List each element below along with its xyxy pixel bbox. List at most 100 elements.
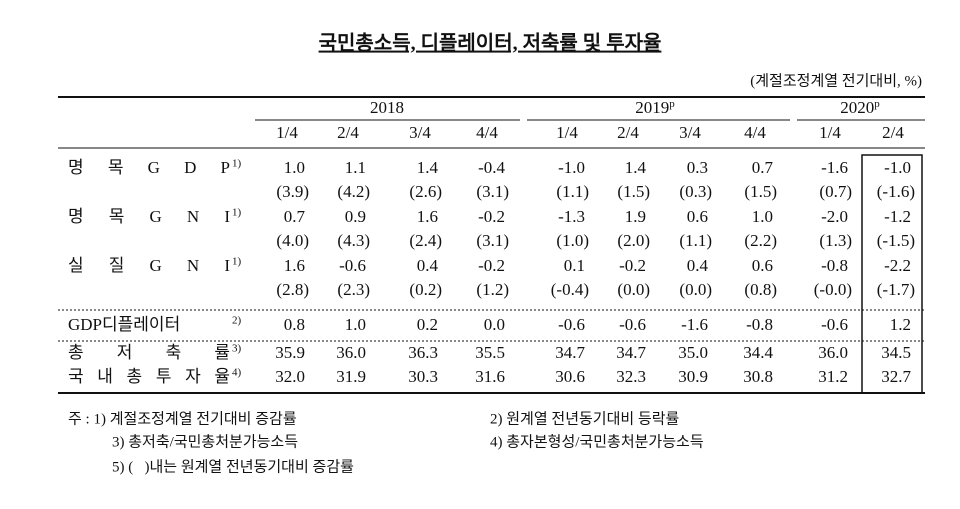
footnote: 2) 원계열 전년동기대비 등락률 [490, 410, 680, 427]
cell: 34.7 [555, 343, 585, 362]
cell: -0.6 [339, 256, 366, 275]
footnote: 4) 총자본형성/국민총처분가능소득 [490, 433, 704, 450]
cell: -0.6 [558, 315, 585, 334]
cell: 1.9 [625, 207, 646, 226]
quarter: 3/4 [679, 123, 701, 142]
cell: 31.2 [818, 367, 848, 386]
cell: 0.8 [284, 315, 305, 334]
cell: -0.4 [478, 158, 505, 177]
cell: 31.9 [336, 367, 366, 386]
row-label: GDP디플레이터 [68, 315, 180, 334]
cell: -0.6 [619, 315, 646, 334]
cell: 35.5 [475, 343, 505, 362]
cell: 30.3 [408, 367, 438, 386]
cell: (2.2) [744, 231, 777, 250]
cell: 0.7 [752, 158, 774, 177]
cell: (2.0) [617, 231, 650, 250]
cell: (1.2) [476, 280, 509, 299]
cell: 0.4 [417, 256, 439, 275]
cell: 1.6 [284, 256, 305, 275]
cell: (3.1) [476, 231, 509, 250]
year: 2020p [840, 98, 880, 117]
row-sup: 4) [232, 367, 242, 379]
row-sup: 1) [232, 256, 242, 268]
cell: 1.4 [417, 158, 439, 177]
cell: 34.5 [881, 343, 911, 362]
cell: 1.0 [752, 207, 773, 226]
quarter: 1/4 [556, 123, 578, 142]
cell: -1.6 [821, 158, 848, 177]
row-sup: 1) [232, 158, 242, 170]
row-sup: 1) [232, 207, 242, 219]
cell: 0.2 [417, 315, 438, 334]
title: 국민총소득, 디플레이터, 저축률 및 투자율 [319, 32, 662, 55]
cell: (1.1) [556, 182, 589, 201]
cell: (4.0) [276, 231, 309, 250]
cell: -0.2 [478, 207, 505, 226]
cell: (2.8) [276, 280, 309, 299]
cell: -1.2 [884, 207, 911, 226]
year: 2018 [370, 98, 404, 117]
cell: (1.3) [819, 231, 852, 250]
quarter: 2/4 [617, 123, 639, 142]
year-label: 2020 [840, 98, 874, 117]
cell: 0.0 [484, 315, 505, 334]
cell: (3.9) [276, 182, 309, 201]
quarter: 2/4 [882, 123, 904, 142]
highlight-box [861, 154, 923, 394]
cell: -0.8 [821, 256, 848, 275]
row-label: 명 목 G D P [68, 158, 230, 177]
cell: 0.3 [687, 158, 708, 177]
cell: -1.3 [558, 207, 585, 226]
unit: (계절조정계열 전기대비, %) [750, 72, 922, 89]
cell: 31.6 [475, 367, 505, 386]
quarter: 2/4 [337, 123, 359, 142]
cell: (2.4) [409, 231, 442, 250]
cell: -0.8 [746, 315, 773, 334]
row-label: 명 목 G N I [68, 207, 230, 226]
cell: (0.0) [679, 280, 712, 299]
footnote: 주 : 1) 계절조정계열 전기대비 증감률 [68, 410, 297, 427]
cell: (2.6) [409, 182, 442, 201]
row-label: 실 질 G N I [68, 256, 230, 275]
cell: 30.8 [743, 367, 773, 386]
cell: 0.9 [345, 207, 366, 226]
cell: 32.0 [275, 367, 305, 386]
cell: (-0.0) [814, 280, 852, 299]
cell: (1.5) [744, 182, 777, 201]
cell: 1.0 [284, 158, 305, 177]
cell: (-0.4) [551, 280, 589, 299]
cell: 0.6 [687, 207, 708, 226]
cell: -0.6 [821, 315, 848, 334]
cell: (2.3) [337, 280, 370, 299]
cell: -0.2 [619, 256, 646, 275]
row-sup: 3) [232, 343, 242, 355]
cell: 0.1 [564, 256, 585, 275]
cell: (-1.5) [877, 231, 915, 250]
cell: 1.0 [345, 315, 366, 334]
cell: 34.7 [616, 343, 646, 362]
cell: (0.7) [819, 182, 852, 201]
cell: 35.9 [275, 343, 305, 362]
cell: 0.7 [284, 207, 306, 226]
cell: 32.3 [616, 367, 646, 386]
quarter: 4/4 [744, 123, 766, 142]
cell: 36.0 [336, 343, 366, 362]
cell: -2.0 [821, 207, 848, 226]
row-sup: 2) [232, 315, 242, 327]
cell: 0.4 [687, 256, 709, 275]
quarter: 3/4 [409, 123, 431, 142]
cell: (0.0) [617, 280, 650, 299]
cell: -1.6 [681, 315, 708, 334]
cell: (1.1) [679, 231, 712, 250]
cell: 1.2 [890, 315, 911, 334]
cell: 35.0 [678, 343, 708, 362]
cell: 1.6 [417, 207, 438, 226]
cell: (0.8) [744, 280, 777, 299]
cell: (0.3) [679, 182, 712, 201]
cell: (-1.7) [877, 280, 915, 299]
year-label: 2019 [635, 98, 669, 117]
cell: 36.0 [818, 343, 848, 362]
footnote: 3) 총저축/국민총처분가능소득 [112, 433, 298, 450]
